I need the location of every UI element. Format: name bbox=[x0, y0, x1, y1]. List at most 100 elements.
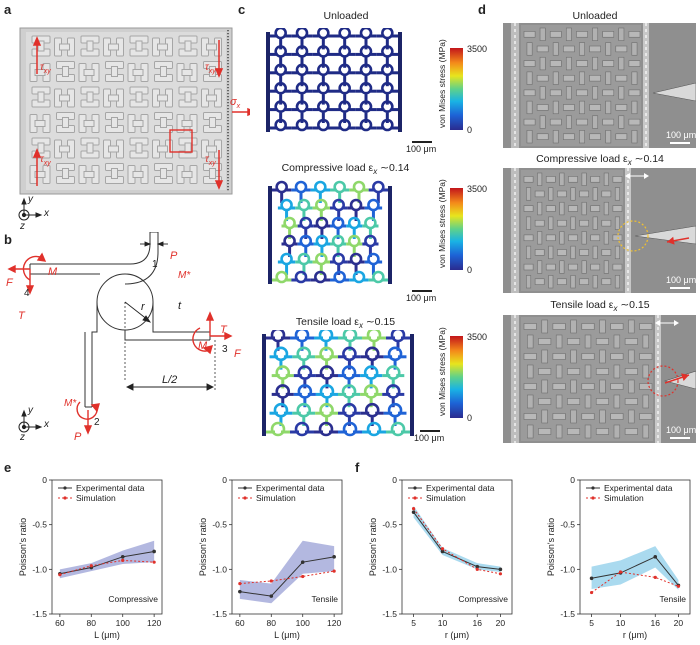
highlight-box bbox=[169, 129, 193, 153]
sim-unloaded-lattice bbox=[266, 28, 402, 132]
sim-title-tensile: Tensile load εx ∼0.15 bbox=[295, 316, 396, 331]
sim-title-compressive: Compressive load εx ∼0.14 bbox=[281, 162, 410, 177]
x-tick-label: 10 bbox=[438, 618, 448, 628]
chart-annotation: Compressive bbox=[458, 594, 508, 604]
colorbar-3 bbox=[450, 336, 463, 418]
axis-x-a: x bbox=[44, 208, 49, 219]
x-tick-label: 16 bbox=[473, 618, 483, 628]
label-F-left: F bbox=[6, 277, 13, 289]
y-axis-label: Poisson's ratio bbox=[546, 518, 556, 576]
series-line-simulation bbox=[59, 559, 155, 576]
legend-label-simulation: Simulation bbox=[604, 493, 644, 503]
point-simulation bbox=[676, 584, 681, 588]
tau-label-tr: τxy bbox=[205, 62, 216, 75]
legend-marker-simulation bbox=[63, 496, 67, 500]
y-tick-label: 0 bbox=[570, 475, 575, 485]
sim-tensile-lattice bbox=[262, 330, 414, 437]
point-experimental bbox=[238, 589, 242, 594]
colorbar-3-min: 0 bbox=[467, 413, 473, 423]
error-band bbox=[59, 540, 155, 579]
legend-label-simulation: Simulation bbox=[76, 493, 116, 503]
label-M-right: M bbox=[198, 340, 208, 352]
y-tick-label: 0 bbox=[42, 475, 47, 485]
colorbar-2-max: 3500 bbox=[467, 184, 488, 194]
series-line-experimental bbox=[239, 556, 335, 597]
legend-marker-experimental bbox=[413, 486, 417, 490]
scalebar-c1 bbox=[412, 141, 432, 143]
x-tick-label: 80 bbox=[267, 618, 277, 628]
x-tick-label: 5 bbox=[411, 618, 416, 628]
y-tick-label: 0 bbox=[222, 475, 227, 485]
point-simulation bbox=[152, 560, 156, 564]
y-axis-label: Poisson's ratio bbox=[368, 518, 378, 576]
point-simulation bbox=[332, 569, 336, 573]
colorbar-1-max: 3500 bbox=[467, 44, 488, 54]
scalebar-c1-label: 100 μm bbox=[406, 144, 437, 154]
point-simulation bbox=[301, 574, 305, 579]
chart-annotation: Tensile bbox=[312, 594, 339, 604]
tau-label-tl: τxy bbox=[40, 62, 51, 75]
colorbar-2-label: von Mises stress (MPa) bbox=[437, 179, 447, 268]
node-2: 2 bbox=[94, 417, 100, 428]
sim-title-unloaded: Unloaded bbox=[323, 10, 369, 22]
point-simulation bbox=[618, 570, 623, 574]
x-axis-label: r (μm) bbox=[623, 630, 647, 640]
label-t: t bbox=[178, 300, 182, 312]
sigma-label: σx bbox=[230, 96, 241, 111]
point-experimental bbox=[475, 564, 480, 569]
x-tick-label: 60 bbox=[235, 618, 245, 628]
sim-compressive-lattice bbox=[268, 180, 392, 284]
coordinate-axes-a bbox=[18, 197, 43, 221]
axis-x-b: x bbox=[44, 419, 49, 430]
sem-image-unloaded bbox=[503, 23, 696, 148]
scalebar-c3-label: 100 μm bbox=[414, 433, 445, 443]
point-experimental bbox=[152, 549, 156, 554]
y-tick-label: -1.5 bbox=[560, 609, 575, 619]
legend-label-experimental: Experimental data bbox=[76, 483, 145, 493]
x-tick-label: 5 bbox=[589, 618, 594, 628]
node-1: 1 bbox=[152, 259, 158, 270]
label-P-top: P bbox=[170, 250, 178, 262]
legend-marker-simulation bbox=[413, 496, 417, 500]
legend-label-experimental: Experimental data bbox=[256, 483, 325, 493]
node-4: 4 bbox=[24, 288, 30, 299]
chart-frame bbox=[401, 479, 513, 615]
panel-label-b: b bbox=[4, 232, 12, 247]
scalebar-c2 bbox=[412, 290, 432, 292]
colorbar-2 bbox=[450, 188, 463, 270]
panel-label-e: e bbox=[4, 460, 12, 475]
sem-title-tensile: Tensile load εx ∼0.15 bbox=[550, 299, 650, 314]
y-tick-label: -1.5 bbox=[382, 609, 397, 619]
point-simulation bbox=[589, 590, 594, 595]
label-r: r bbox=[141, 301, 145, 313]
error-band bbox=[591, 546, 679, 590]
scalebar-d1 bbox=[670, 142, 690, 144]
sem-image-compressive bbox=[503, 168, 696, 293]
panel-label-d: d bbox=[478, 2, 486, 17]
scalebar-d3-label: 100 μm bbox=[666, 425, 697, 435]
scalebar-d3 bbox=[670, 437, 690, 439]
chart-frame bbox=[579, 479, 691, 615]
y-tick-label: -0.5 bbox=[560, 520, 575, 530]
series-line-experimental bbox=[591, 556, 679, 586]
axis-y-b: y bbox=[28, 405, 33, 416]
axis-y-a: y bbox=[28, 194, 33, 205]
point-simulation bbox=[440, 547, 445, 551]
scalebar-d2-label: 100 μm bbox=[666, 275, 697, 285]
point-simulation bbox=[475, 567, 479, 571]
x-tick-label: 20 bbox=[496, 618, 506, 628]
label-L-half: L/2 bbox=[162, 374, 178, 386]
axis-z-b: z bbox=[20, 432, 25, 443]
scalebar-d2 bbox=[670, 287, 690, 289]
point-experimental bbox=[498, 567, 503, 572]
point-simulation bbox=[89, 564, 93, 568]
x-tick-label: 10 bbox=[616, 618, 626, 628]
x-axis-label: L (μm) bbox=[274, 630, 300, 640]
colorbar-1-min: 0 bbox=[467, 125, 473, 135]
x-tick-label: 120 bbox=[327, 618, 341, 628]
point-experimental bbox=[440, 549, 445, 554]
label-M-left: M bbox=[48, 266, 58, 278]
chart-frame bbox=[51, 479, 163, 615]
colorbar-1 bbox=[450, 48, 463, 130]
point-simulation bbox=[58, 573, 62, 577]
